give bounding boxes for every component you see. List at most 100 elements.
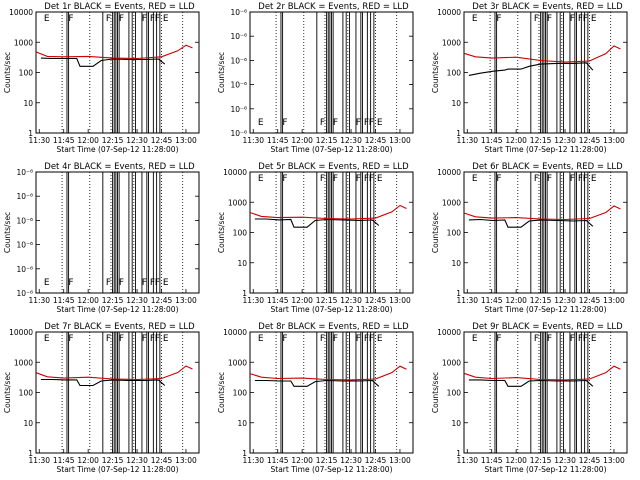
flag-label: F [119,334,124,344]
flag-label: F [364,174,369,184]
flag-label: F [68,278,73,288]
y-tick-label: 1000 [442,38,461,47]
x-tick-label: 11:30 [242,456,264,465]
y-tick-label: 10 [23,419,33,428]
x-tick-label: 11:45 [53,136,75,145]
flag-label: E [163,278,169,288]
flag-label: E [472,334,478,344]
y-tick-label: 1000 [14,38,33,47]
flag-label: F [119,14,124,24]
flag-label: E [44,334,50,344]
flag-label: E [163,14,169,24]
series-line-lld [249,365,407,381]
flag-label: F [583,334,588,344]
flag-label: E [472,14,478,24]
y-axis-label: Counts/sec [431,52,440,93]
y-tick-label: 1000 [228,198,247,207]
panel-title: Det 2r BLACK = Events, RED = LLD [258,2,409,12]
series-line-lld [249,204,407,220]
x-tick-label: 12:15 [102,456,124,465]
flag-label: F [106,278,111,288]
x-tick-label: 11:45 [481,456,503,465]
x-tick-label: 12:45 [365,296,387,305]
flag-label: F [547,334,552,344]
y-tick-label: 1 [456,449,461,458]
flag-label: F [570,14,575,24]
flag-label: E [44,278,50,288]
flag-label: E [377,174,383,184]
x-tick-label: 12:15 [102,296,124,305]
flag-label: F [155,14,160,24]
x-tick-label: 11:30 [242,136,264,145]
flag-label: F [583,174,588,184]
y-tick-label: 10⁻⁶ [16,216,33,225]
x-tick-label: 12:30 [340,296,362,305]
flag-label: E [472,174,478,184]
y-axis-label: Counts/sec [217,372,226,413]
flag-label: F [320,174,325,184]
y-axis-label: Counts/sec [431,372,440,413]
x-tick-label: 11:30 [456,456,478,465]
x-tick-label: 12:00 [77,136,99,145]
y-tick-label: 10⁻⁶ [16,168,33,177]
x-tick-label: 12:30 [554,296,576,305]
series-line-lld [35,44,193,60]
flag-label: F [578,174,583,184]
flag-label: F [364,334,369,344]
x-tick-label: 12:15 [530,136,552,145]
y-axis-label: Counts/sec [217,52,226,93]
y-tick-label: 10⁻⁶ [230,105,247,114]
x-tick-label: 12:00 [77,296,99,305]
flag-label: F [333,118,338,128]
x-tick-label: 12:00 [505,456,527,465]
x-tick-label: 12:15 [102,136,124,145]
panel-title: Det 4r BLACK = Events, RED = LLD [44,162,195,172]
y-tick-label: 10000 [223,168,247,177]
flag-label: F [570,174,575,184]
y-tick-label: 1000 [14,358,33,367]
y-tick-label: 10 [451,99,461,108]
flag-label: F [534,174,539,184]
x-tick-label: 12:45 [579,456,601,465]
x-tick-label: 12:30 [554,456,576,465]
flag-label: F [496,174,501,184]
x-tick-label: 12:45 [579,296,601,305]
x-tick-label: 13:00 [389,296,411,305]
flag-label: F [106,14,111,24]
flag-label: E [591,174,597,184]
x-tick-label: 13:00 [389,136,411,145]
y-axis-label: Counts/sec [3,212,12,253]
flag-label: F [68,14,73,24]
y-tick-label: 10⁻⁶ [16,241,33,250]
series-line-events [254,379,380,387]
flag-label: E [377,118,383,128]
x-tick-label: 12:30 [340,136,362,145]
x-tick-label: 11:30 [28,456,50,465]
series-line-lld [463,205,621,221]
panel-title: Det 1r BLACK = Events, RED = LLD [44,2,195,12]
x-tick-label: 13:00 [389,456,411,465]
flag-label: F [547,174,552,184]
x-tick-label: 12:30 [126,136,148,145]
x-tick-label: 12:30 [126,296,148,305]
flag-label: E [44,14,50,24]
x-tick-label: 12:15 [316,456,338,465]
series-line-events [254,218,380,228]
y-tick-label: 10⁻⁶ [230,81,247,90]
flag-label: F [142,14,147,24]
y-tick-label: 1000 [228,358,247,367]
panel-title: Det 3r BLACK = Events, RED = LLD [472,2,623,12]
x-tick-label: 12:00 [291,136,313,145]
series-line-events [40,378,166,387]
y-tick-label: 10 [451,419,461,428]
x-tick-label: 11:45 [53,296,75,305]
flag-label: E [377,334,383,344]
x-tick-label: 11:30 [28,136,50,145]
flag-label: F [150,334,155,344]
